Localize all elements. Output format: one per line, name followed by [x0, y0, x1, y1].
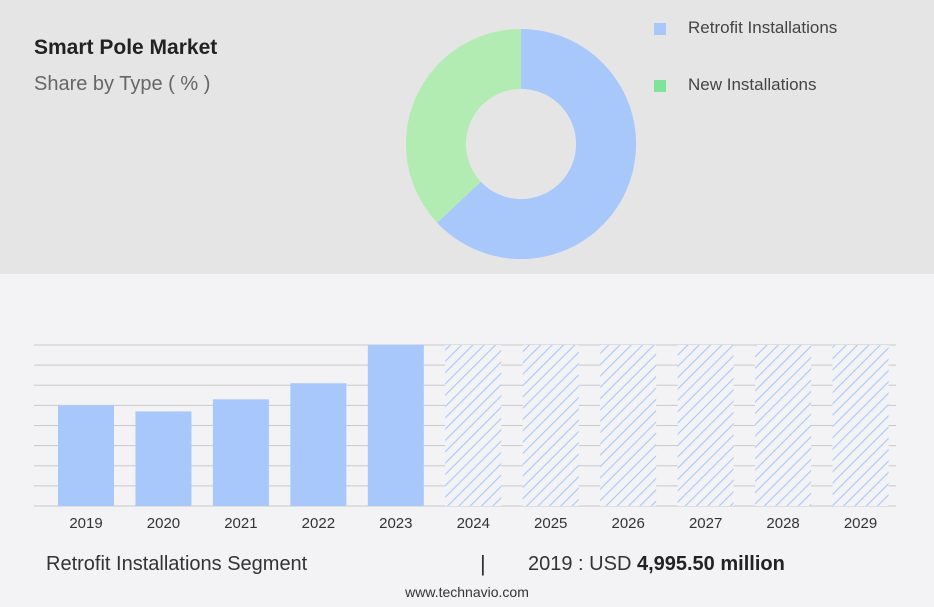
- segment-label: Retrofit Installations Segment: [46, 553, 308, 575]
- x-tick-label: 2022: [302, 515, 335, 532]
- bar-2027: [677, 345, 734, 506]
- x-tick-label: 2029: [844, 515, 877, 532]
- bar-2024: [445, 345, 502, 506]
- bar-2029: [832, 345, 889, 506]
- x-tick-label: 2026: [611, 515, 644, 532]
- x-tick-label: 2025: [534, 515, 567, 532]
- x-tick-label: 2024: [457, 515, 490, 532]
- bar-2023: [367, 345, 424, 506]
- bar-2020: [135, 411, 192, 506]
- legend-label-retrofit: Retrofit Installations: [688, 18, 838, 37]
- legend-label-new: New Installations: [688, 75, 817, 94]
- bar-2025: [522, 345, 579, 506]
- x-tick-label: 2020: [147, 515, 180, 532]
- legend-swatch-retrofit: [654, 23, 666, 35]
- donut-chart: [405, 28, 637, 260]
- donut-slice-retrofit-installations: [437, 28, 637, 260]
- segment-value: 2019 : USD 4,995.50 million: [528, 553, 785, 576]
- segment-value-amount: 4,995.50 million: [636, 553, 785, 575]
- bar-2028: [755, 345, 812, 506]
- x-tick-label: 2019: [69, 515, 102, 532]
- segment-value-prefix: 2019 : USD: [528, 553, 637, 575]
- donut-slice-new-installations: [405, 28, 522, 223]
- bar-2021: [212, 399, 269, 506]
- bar-2019: [58, 405, 114, 506]
- bar-2026: [600, 345, 657, 506]
- legend-swatch-new: [654, 80, 666, 92]
- brand-url: www.technavio.com: [405, 584, 529, 600]
- chart-subtitle: Share by Type ( % ): [34, 73, 211, 95]
- x-tick-label: 2028: [766, 515, 799, 532]
- x-tick-label: 2027: [689, 515, 722, 532]
- x-tick-label: 2021: [224, 515, 257, 532]
- bar-2022: [290, 383, 347, 506]
- x-tick-label: 2023: [379, 515, 412, 532]
- chart-title: Smart Pole Market: [34, 36, 218, 59]
- bar-chart: 2019 2020 2021 2022 2023 2024 2025 2026 2027 2028…: [34, 344, 896, 532]
- footer-separator: |: [480, 551, 486, 576]
